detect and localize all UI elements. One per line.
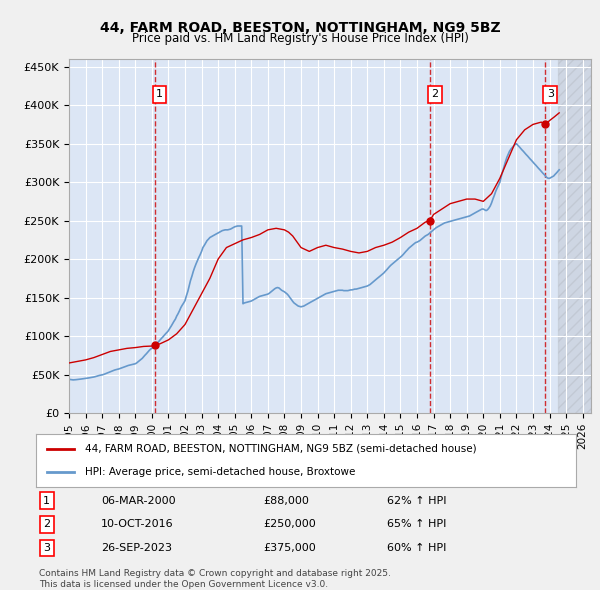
Text: 65% ↑ HPI: 65% ↑ HPI [387,519,446,529]
Text: 62% ↑ HPI: 62% ↑ HPI [387,496,446,506]
Text: HPI: Average price, semi-detached house, Broxtowe: HPI: Average price, semi-detached house,… [85,467,355,477]
Text: £375,000: £375,000 [263,543,316,553]
Text: 1: 1 [156,90,163,99]
Text: 60% ↑ HPI: 60% ↑ HPI [387,543,446,553]
Text: Price paid vs. HM Land Registry's House Price Index (HPI): Price paid vs. HM Land Registry's House … [131,32,469,45]
Text: 3: 3 [43,543,50,553]
Text: £88,000: £88,000 [263,496,308,506]
Text: 3: 3 [547,90,554,99]
Text: 26-SEP-2023: 26-SEP-2023 [101,543,172,553]
Text: 10-OCT-2016: 10-OCT-2016 [101,519,173,529]
Bar [558,59,591,413]
Text: 2: 2 [43,519,50,529]
Text: 1: 1 [43,496,50,506]
Text: 44, FARM ROAD, BEESTON, NOTTINGHAM, NG9 5BZ: 44, FARM ROAD, BEESTON, NOTTINGHAM, NG9 … [100,21,500,35]
Text: Contains HM Land Registry data © Crown copyright and database right 2025.
This d: Contains HM Land Registry data © Crown c… [39,569,391,589]
Text: £250,000: £250,000 [263,519,316,529]
Text: 2: 2 [431,90,439,99]
Text: 06-MAR-2000: 06-MAR-2000 [101,496,175,506]
Text: 44, FARM ROAD, BEESTON, NOTTINGHAM, NG9 5BZ (semi-detached house): 44, FARM ROAD, BEESTON, NOTTINGHAM, NG9 … [85,444,476,454]
